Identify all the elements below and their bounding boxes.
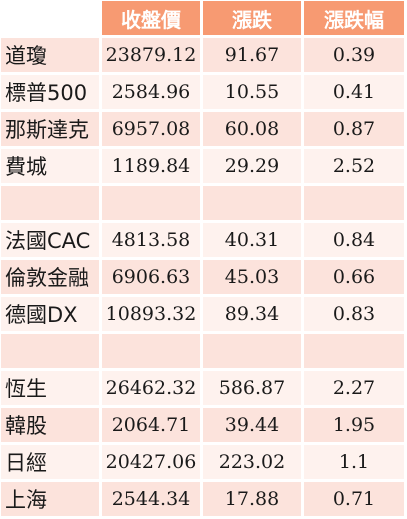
- index-name: 標普500: [1, 75, 99, 109]
- header-corner-cell: [1, 1, 99, 35]
- index-name: 德國DX: [1, 297, 99, 331]
- change-value: [203, 334, 301, 368]
- change-value: [203, 186, 301, 220]
- index-name: 法國CAC: [1, 223, 99, 257]
- table-row: 道瓊 23879.12 91.67 0.39: [1, 38, 404, 72]
- index-name: [1, 334, 99, 368]
- pct-value: 2.52: [304, 149, 404, 183]
- close-value: 23879.12: [102, 38, 200, 72]
- change-value: 91.67: [203, 38, 301, 72]
- table-row: 韓股 2064.71 39.44 1.95: [1, 408, 404, 442]
- table-row-spacer: [1, 334, 404, 368]
- pct-value: 0.83: [304, 297, 404, 331]
- change-value: 89.34: [203, 297, 301, 331]
- table-header-row: 收盤價 漲跌 漲跌幅: [1, 1, 404, 35]
- change-value: 586.87: [203, 371, 301, 405]
- change-value: 10.55: [203, 75, 301, 109]
- index-name: 恆生: [1, 371, 99, 405]
- close-value: 6906.63: [102, 260, 200, 294]
- index-name: 日經: [1, 445, 99, 479]
- table-row: 標普500 2584.96 10.55 0.41: [1, 75, 404, 109]
- index-name: 韓股: [1, 408, 99, 442]
- index-name: 那斯達克: [1, 112, 99, 146]
- change-value: 223.02: [203, 445, 301, 479]
- pct-value: 0.87: [304, 112, 404, 146]
- pct-value: [304, 186, 404, 220]
- header-change: 漲跌: [203, 1, 301, 35]
- pct-value: 0.71: [304, 482, 404, 516]
- index-name: 費城: [1, 149, 99, 183]
- pct-value: 2.27: [304, 371, 404, 405]
- table-row: 倫敦金融 6906.63 45.03 0.66: [1, 260, 404, 294]
- table-row: 上海 2544.34 17.88 0.71: [1, 482, 404, 516]
- pct-value: 0.66: [304, 260, 404, 294]
- change-value: 29.29: [203, 149, 301, 183]
- pct-value: [304, 334, 404, 368]
- close-value: [102, 334, 200, 368]
- close-value: 20427.06: [102, 445, 200, 479]
- close-value: 2584.96: [102, 75, 200, 109]
- index-name: 道瓊: [1, 38, 99, 72]
- table-row: 德國DX 10893.32 89.34 0.83: [1, 297, 404, 331]
- table-row: 法國CAC 4813.58 40.31 0.84: [1, 223, 404, 257]
- close-value: 1189.84: [102, 149, 200, 183]
- table-row-spacer: [1, 186, 404, 220]
- close-value: 2544.34: [102, 482, 200, 516]
- table-row: 日經 20427.06 223.02 1.1: [1, 445, 404, 479]
- table-row: 恆生 26462.32 586.87 2.27: [1, 371, 404, 405]
- pct-value: 1.1: [304, 445, 404, 479]
- index-name: [1, 186, 99, 220]
- close-value: 4813.58: [102, 223, 200, 257]
- header-pct: 漲跌幅: [304, 1, 404, 35]
- pct-value: 1.95: [304, 408, 404, 442]
- close-value: 2064.71: [102, 408, 200, 442]
- change-value: 45.03: [203, 260, 301, 294]
- table-row: 費城 1189.84 29.29 2.52: [1, 149, 404, 183]
- change-value: 17.88: [203, 482, 301, 516]
- pct-value: 0.84: [304, 223, 404, 257]
- header-close: 收盤價: [102, 1, 200, 35]
- change-value: 60.08: [203, 112, 301, 146]
- close-value: 26462.32: [102, 371, 200, 405]
- change-value: 40.31: [203, 223, 301, 257]
- table-row: 那斯達克 6957.08 60.08 0.87: [1, 112, 404, 146]
- index-name: 上海: [1, 482, 99, 516]
- change-value: 39.44: [203, 408, 301, 442]
- close-value: 6957.08: [102, 112, 200, 146]
- pct-value: 0.41: [304, 75, 404, 109]
- close-value: [102, 186, 200, 220]
- close-value: 10893.32: [102, 297, 200, 331]
- index-name: 倫敦金融: [1, 260, 99, 294]
- pct-value: 0.39: [304, 38, 404, 72]
